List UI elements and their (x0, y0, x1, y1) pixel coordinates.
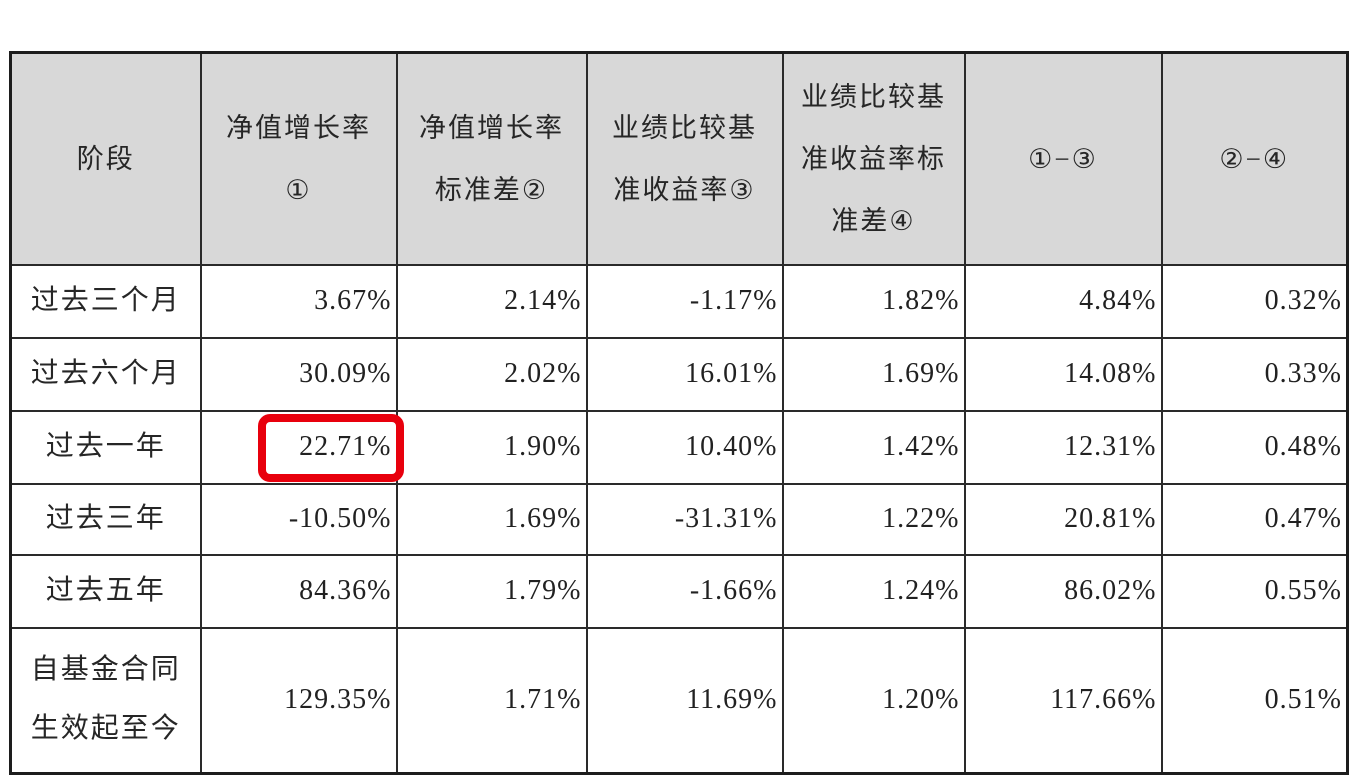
value-cell: 1.20% (781, 626, 966, 775)
value-cell: 129.35% (199, 626, 398, 775)
value-cell: 1.90% (395, 409, 588, 485)
value-cell: 117.66% (963, 626, 1163, 775)
value-cell: 12.31% (963, 409, 1163, 485)
header-cell-nav-growth: 净值增长率 ① (199, 51, 398, 266)
value-cell: 3.67% (199, 263, 398, 339)
table-row-past-5-years: 过去五年 84.36% 1.79% -1.66% 1.24% 86.02% 0.… (9, 553, 1349, 629)
header-cell-diff-1-3: ①−③ (963, 51, 1163, 266)
value-cell: 86.02% (963, 553, 1163, 629)
header-cell-diff-2-4: ②−④ (1160, 51, 1349, 266)
value-cell: -10.50% (199, 482, 398, 556)
value-cell: 0.32% (1160, 263, 1349, 339)
value-cell: 1.69% (781, 336, 966, 412)
value-cell: -31.31% (585, 482, 784, 556)
value-cell: 2.14% (395, 263, 588, 339)
value-cell: 30.09% (199, 336, 398, 412)
header-row: 阶段 净值增长率 ① 净值增长率 标准差② 业绩比较基 准收益率③ 业绩比较基 … (9, 51, 1349, 266)
value-cell: 1.69% (395, 482, 588, 556)
value-cell: 1.82% (781, 263, 966, 339)
row-label: 自基金合同 生效起至今 (9, 626, 202, 775)
value-cell: 1.71% (395, 626, 588, 775)
row-label: 过去六个月 (9, 336, 202, 412)
value-cell: 0.33% (1160, 336, 1349, 412)
value-cell: -1.66% (585, 553, 784, 629)
value-cell: 1.24% (781, 553, 966, 629)
value-cell: 0.47% (1160, 482, 1349, 556)
value-cell: 11.69% (585, 626, 784, 775)
fund-performance-table: 阶段 净值增长率 ① 净值增长率 标准差② 业绩比较基 准收益率③ 业绩比较基 … (9, 51, 1349, 775)
value-cell: 1.42% (781, 409, 966, 485)
header-cell-benchmark-stddev: 业绩比较基 准收益率标 准差④ (781, 51, 966, 266)
value-cell: 2.02% (395, 336, 588, 412)
value-cell: 1.22% (781, 482, 966, 556)
value-cell: 0.51% (1160, 626, 1349, 775)
row-label: 过去一年 (9, 409, 202, 485)
header-cell-benchmark-return: 业绩比较基 准收益率③ (585, 51, 784, 266)
value-cell: -1.17% (585, 263, 784, 339)
value-cell: 16.01% (585, 336, 784, 412)
table-row-past-3-months: 过去三个月 3.67% 2.14% -1.17% 1.82% 4.84% 0.3… (9, 263, 1349, 339)
value-cell: 10.40% (585, 409, 784, 485)
header-cell-period: 阶段 (9, 51, 202, 266)
value-cell-highlighted: 22.71% (199, 409, 398, 485)
value-cell: 20.81% (963, 482, 1163, 556)
row-label: 过去三个月 (9, 263, 202, 339)
table-row-past-3-years: 过去三年 -10.50% 1.69% -31.31% 1.22% 20.81% … (9, 482, 1349, 556)
row-label: 过去五年 (9, 553, 202, 629)
value-cell: 4.84% (963, 263, 1163, 339)
table-row-past-6-months: 过去六个月 30.09% 2.02% 16.01% 1.69% 14.08% 0… (9, 336, 1349, 412)
value-cell: 14.08% (963, 336, 1163, 412)
table-row-since-inception: 自基金合同 生效起至今 129.35% 1.71% 11.69% 1.20% 1… (9, 626, 1349, 775)
header-cell-nav-growth-stddev: 净值增长率 标准差② (395, 51, 588, 266)
value-cell: 0.48% (1160, 409, 1349, 485)
value-cell: 1.79% (395, 553, 588, 629)
value-cell: 0.55% (1160, 553, 1349, 629)
value-cell: 84.36% (199, 553, 398, 629)
table-row-past-1-year: 过去一年 22.71% 1.90% 10.40% 1.42% 12.31% 0.… (9, 409, 1349, 485)
row-label: 过去三年 (9, 482, 202, 556)
